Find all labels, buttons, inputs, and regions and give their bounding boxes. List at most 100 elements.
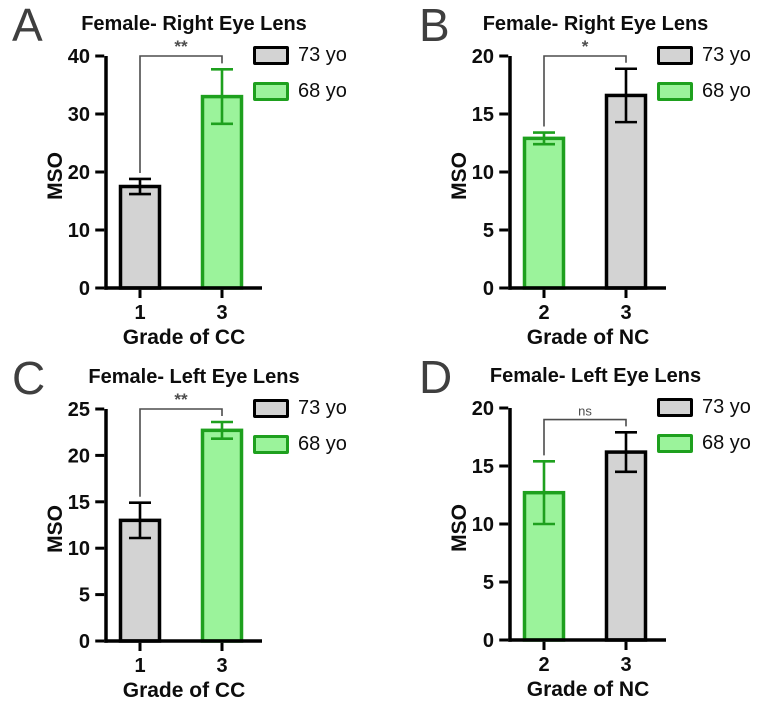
significance-bracket — [139, 55, 223, 173]
x-tick-label: 3 — [620, 654, 631, 676]
x-axis-title: Grade of NC — [527, 326, 650, 349]
y-tick-label: 15 — [68, 492, 90, 514]
y-tick-label: 10 — [472, 162, 494, 184]
panel-letter-d: D — [419, 351, 453, 403]
y-tick-label: 10 — [68, 220, 90, 242]
legend-item-73yo: 73 yo — [253, 397, 347, 420]
x-tick-label: 1 — [134, 655, 145, 677]
y-tick-label: 20 — [68, 445, 90, 467]
legend-c: 73 yo 68 yo — [253, 397, 347, 469]
legend-label-68yo: 68 yo — [298, 433, 347, 455]
bar-C-grade-1 — [118, 518, 162, 643]
panel-a: A Female- Right Eye Lens 73 yo 68 yo 0 10… — [0, 0, 378, 352]
legend-swatch-gray — [657, 46, 693, 65]
y-tick-label: 10 — [68, 538, 90, 560]
bar-B-grade-3 — [604, 93, 648, 290]
legend-item-68yo: 68 yo — [657, 80, 751, 103]
legend-label-68yo: 68 yo — [298, 80, 347, 102]
y-tick-label: 15 — [472, 104, 494, 126]
error-bar-B-grade-3 — [615, 67, 637, 124]
significance-label: ns — [578, 404, 592, 419]
bar-C-grade-3 — [200, 428, 244, 643]
y-tick-label: 15 — [472, 456, 494, 478]
y-tick-label: 5 — [483, 572, 494, 594]
legend-item-68yo: 68 yo — [253, 80, 347, 103]
panel-letter-a: A — [12, 0, 43, 51]
y-tick-label: 0 — [483, 278, 494, 300]
legend-item-68yo: 68 yo — [657, 432, 751, 455]
legend-label-73yo: 73 yo — [298, 397, 347, 419]
legend-swatch-gray — [253, 399, 289, 418]
legend-item-73yo: 73 yo — [657, 396, 751, 419]
y-tick-label: 0 — [79, 631, 90, 653]
y-axis-title: MSO — [44, 505, 67, 553]
x-tick-label: 3 — [216, 655, 227, 677]
panel-title-b: Female- Right Eye Lens — [482, 13, 709, 35]
error-bar-C-grade-1 — [129, 501, 151, 540]
legend-label-73yo: 73 yo — [702, 396, 751, 418]
error-bar-D-grade-3 — [615, 431, 637, 474]
significance-label: ** — [174, 37, 188, 56]
legend-swatch-green — [253, 82, 289, 101]
x-tick-label: 3 — [620, 302, 631, 324]
significance-label: * — [582, 37, 589, 56]
y-tick-label: 20 — [472, 46, 494, 68]
significance-bracket — [543, 55, 627, 127]
significance-label: ** — [174, 390, 188, 409]
x-tick-label: 2 — [538, 654, 549, 676]
significance-bracket — [543, 418, 627, 456]
panel-c: C Female- Left Eye Lens 73 yo 68 yo 0 5 10… — [0, 353, 378, 705]
panel-title-d: Female- Left Eye Lens — [489, 365, 702, 387]
y-tick-label: 20 — [68, 162, 90, 184]
panel-b: B Female- Right Eye Lens 73 yo 68 yo 0 5 1… — [379, 0, 757, 352]
y-axis-title: MSO — [448, 504, 471, 552]
legend-swatch-green — [657, 434, 693, 453]
legend-item-73yo: 73 yo — [253, 44, 347, 67]
error-bar-C-grade-3 — [211, 420, 233, 440]
panel-letter-b: B — [419, 0, 450, 51]
x-axis-title: Grade of CC — [123, 326, 246, 349]
x-tick-label: 2 — [538, 302, 549, 324]
bar-B-grade-2 — [522, 136, 566, 290]
y-axis-title: MSO — [448, 152, 471, 200]
y-tick-label: 0 — [79, 278, 90, 300]
y-tick-label: 20 — [472, 398, 494, 420]
panel-letter-c: C — [12, 352, 46, 404]
panel-title-c: Female- Left Eye Lens — [88, 366, 300, 388]
legend-item-68yo: 68 yo — [253, 433, 347, 456]
legend-swatch-gray — [657, 398, 693, 417]
legend-label-68yo: 68 yo — [702, 80, 751, 102]
y-tick-label: 5 — [79, 585, 90, 607]
error-bar-D-grade-2 — [533, 460, 555, 526]
bar-A-grade-1 — [118, 184, 162, 290]
error-bar-A-grade-1 — [129, 177, 151, 196]
error-bar-B-grade-2 — [533, 131, 555, 146]
legend-label-68yo: 68 yo — [702, 432, 751, 454]
y-tick-label: 40 — [68, 46, 90, 68]
legend-swatch-gray — [253, 46, 289, 65]
y-tick-label: 0 — [483, 630, 494, 652]
y-axis-title: MSO — [44, 152, 67, 200]
legend-a: 73 yo 68 yo — [253, 44, 347, 116]
legend-swatch-green — [657, 82, 693, 101]
x-tick-label: 3 — [216, 302, 227, 324]
x-tick-label: 1 — [134, 302, 145, 324]
y-tick-label: 30 — [68, 104, 90, 126]
x-axis-title: Grade of NC — [527, 678, 650, 701]
legend-swatch-green — [253, 435, 289, 454]
legend-label-73yo: 73 yo — [298, 44, 347, 66]
significance-bracket — [139, 408, 223, 497]
y-tick-label: 10 — [472, 514, 494, 536]
x-axis-title: Grade of CC — [123, 679, 246, 702]
legend-d: 73 yo 68 yo — [657, 396, 751, 468]
panel-title-a: Female- Right Eye Lens — [81, 13, 307, 35]
y-tick-label: 5 — [483, 220, 494, 242]
legend-item-73yo: 73 yo — [657, 44, 751, 67]
legend-label-73yo: 73 yo — [702, 44, 751, 66]
y-tick-label: 25 — [68, 399, 90, 421]
panel-d: D Female- Left Eye Lens 73 yo 68 yo 0 5 10… — [379, 352, 757, 704]
